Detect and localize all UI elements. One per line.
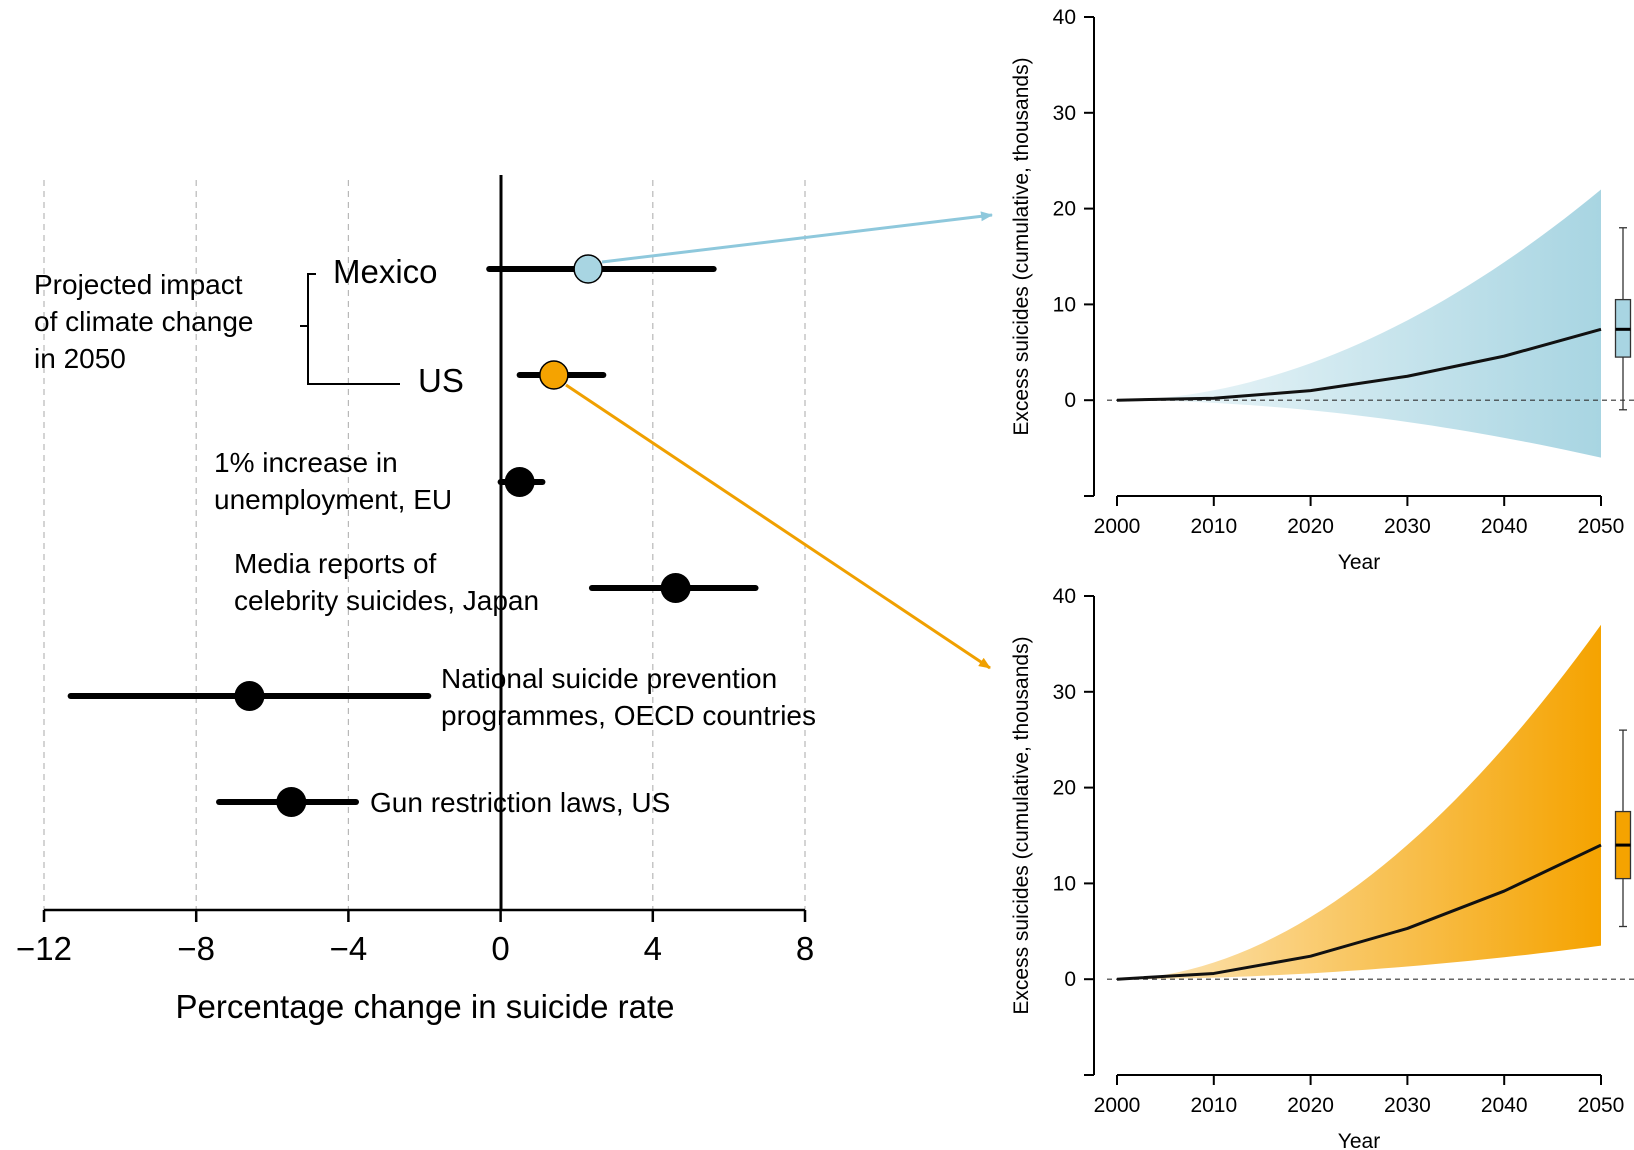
x-tick-label: 2040 xyxy=(1481,515,1528,538)
forest-labels: Mexico US 1% increase in unemployment, E… xyxy=(214,253,816,818)
median-curve xyxy=(1116,327,1602,402)
median-curve xyxy=(1116,843,1602,981)
x-axis-title: Year xyxy=(1338,551,1380,574)
x-axis-title: Year xyxy=(1338,1130,1380,1150)
x-tick-label: 2020 xyxy=(1287,1094,1334,1117)
x-tick-label: 2010 xyxy=(1190,515,1237,538)
y-axis-title: Excess suicides (cumulative, thousands) xyxy=(1010,57,1033,435)
label-gun-laws: Gun restriction laws, US xyxy=(370,787,670,818)
y-tick-label: 40 xyxy=(1053,585,1076,608)
x-tick-label: 2000 xyxy=(1094,515,1141,538)
y-tick-label: 0 xyxy=(1064,968,1076,991)
mexico-arrow xyxy=(601,211,993,264)
uncertainty-band xyxy=(1117,624,1601,980)
forest-point xyxy=(573,254,603,284)
forest-x-axis-title: Percentage change in suicide rate xyxy=(176,988,675,1025)
x-tick-label: 2030 xyxy=(1384,515,1431,538)
forest-x-axis: −12 −8 −4 0 4 8 xyxy=(16,908,814,967)
uncertainty-band xyxy=(1117,189,1601,458)
label-mexico: Mexico xyxy=(333,253,438,290)
forest-plot: −12 −8 −4 0 4 8 Percentage change in suicide … xyxy=(16,175,816,1025)
x-tick-label: 2030 xyxy=(1384,1094,1431,1117)
forest-point xyxy=(276,787,307,817)
y-tick-label: 10 xyxy=(1053,872,1076,895)
forest-point xyxy=(234,681,265,711)
x-tick-label: 2020 xyxy=(1287,515,1334,538)
y-tick-label: 0 xyxy=(1064,389,1076,412)
y-tick-label: 30 xyxy=(1053,681,1076,704)
forest-x-tick-label: 4 xyxy=(644,930,662,967)
y-tick-label: 40 xyxy=(1053,6,1076,29)
label-us: US xyxy=(418,362,464,399)
x-tick-label: 2000 xyxy=(1094,1094,1141,1117)
forest-point xyxy=(660,573,691,603)
x-tick-label: 2040 xyxy=(1481,1094,1528,1117)
forest-point xyxy=(539,360,569,390)
y-axis-title: Excess suicides (cumulative, thousands) xyxy=(1010,636,1033,1014)
label-prevention: National suicide prevention programmes, … xyxy=(441,663,816,731)
y-tick-label: 30 xyxy=(1053,102,1076,125)
forest-x-tick-label: −4 xyxy=(330,930,368,967)
forest-x-tick-label: −12 xyxy=(16,930,72,967)
forest-x-tick-label: 8 xyxy=(796,930,814,967)
forest-points xyxy=(67,254,759,817)
x-tick-label: 2050 xyxy=(1578,515,1625,538)
forest-x-tick-label: −8 xyxy=(177,930,215,967)
group-bracket xyxy=(300,273,400,385)
label-media: Media reports of celebrity suicides, Jap… xyxy=(234,548,539,616)
us-arrow xyxy=(565,383,991,670)
label-unemployment: 1% increase in unemployment, EU xyxy=(214,447,452,515)
group-label: Projected impact of climate change in 20… xyxy=(34,269,261,374)
forest-x-tick-label: 0 xyxy=(491,930,509,967)
y-tick-label: 20 xyxy=(1053,777,1076,800)
x-tick-label: 2010 xyxy=(1190,1094,1237,1117)
y-tick-label: 20 xyxy=(1053,198,1076,221)
forest-point xyxy=(504,467,535,497)
y-tick-label: 10 xyxy=(1053,293,1076,316)
x-tick-label: 2050 xyxy=(1578,1094,1625,1117)
